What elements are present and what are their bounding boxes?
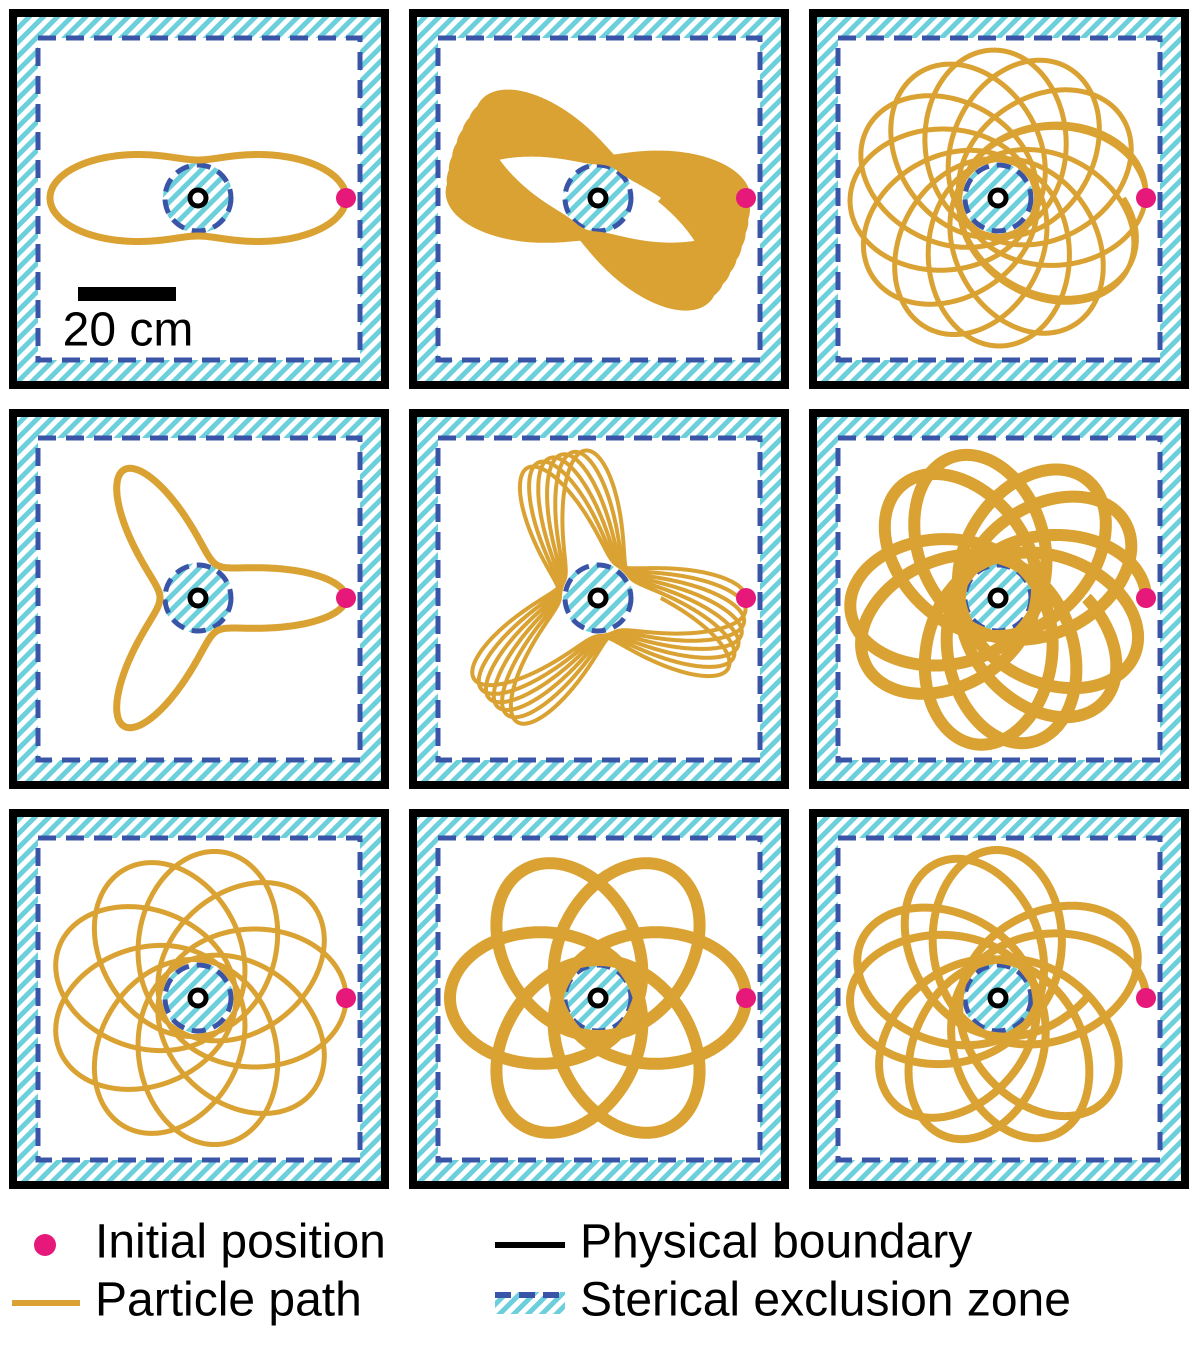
free-area	[35, 835, 363, 1163]
inner-boundary	[587, 987, 609, 1009]
initial-position	[1136, 988, 1156, 1008]
initial-position	[1136, 188, 1156, 208]
legend: Initial position Physical boundary Parti…	[12, 1216, 1071, 1327]
inner-boundary	[187, 587, 209, 609]
inner-dash	[562, 162, 634, 234]
inner-boundary	[987, 187, 1009, 209]
initial-position	[736, 988, 756, 1008]
legend-label: Initial position	[95, 1216, 386, 1269]
inner-boundary	[987, 587, 1009, 609]
initial-position	[336, 188, 356, 208]
panels	[9, 9, 1189, 1189]
initial-position	[736, 588, 756, 608]
inner-dash	[962, 162, 1034, 234]
inner-dash	[962, 962, 1034, 1034]
legend-label: Physical boundary	[580, 1216, 972, 1269]
initial-position	[1136, 588, 1156, 608]
particle-path	[847, 47, 1149, 349]
inner-dash	[562, 562, 634, 634]
inner-dash	[162, 962, 234, 1034]
particle-path	[46, 151, 350, 245]
scale-bar: 20 cm	[63, 287, 194, 357]
inner-dash	[162, 562, 234, 634]
particle-path	[53, 849, 349, 1147]
particle-path	[445, 89, 751, 311]
initial-position	[336, 588, 356, 608]
scale-bar-label: 20 cm	[63, 304, 194, 357]
legend-dot	[34, 1234, 56, 1256]
legend-label: Particle path	[95, 1274, 362, 1327]
initial-position	[736, 188, 756, 208]
inner-boundary	[587, 587, 609, 609]
inner-boundary	[587, 187, 609, 209]
inner-dash	[162, 162, 234, 234]
initial-position	[336, 988, 356, 1008]
particle-path	[113, 464, 350, 732]
inner-boundary	[987, 987, 1009, 1009]
legend-label: Sterical exclusion zone	[580, 1274, 1071, 1327]
inner-boundary	[187, 187, 209, 209]
inner-boundary	[187, 987, 209, 1009]
particle-path	[844, 448, 1152, 751]
particle-path	[846, 846, 1150, 1144]
scale-bar-line	[78, 287, 176, 301]
